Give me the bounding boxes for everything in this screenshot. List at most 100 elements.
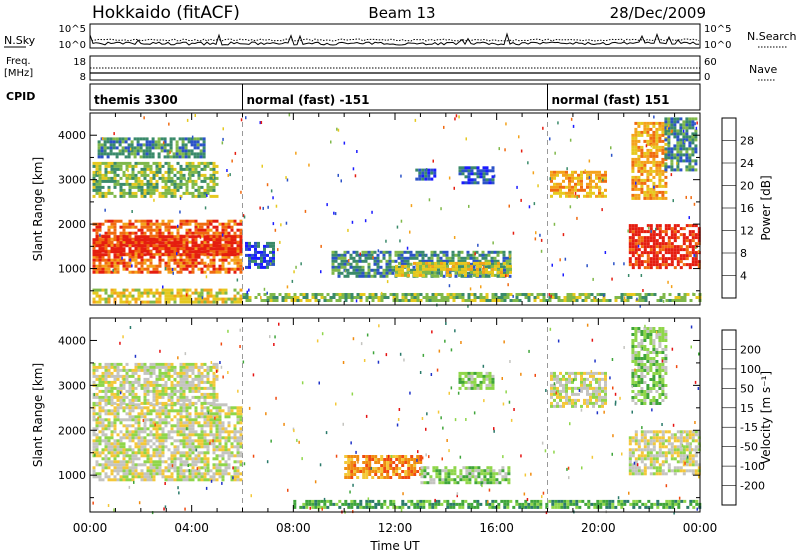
range-cell [631,230,635,234]
range-cell [667,263,671,267]
range-cell [491,293,495,296]
range-cell [224,240,228,244]
range-cell [499,262,503,266]
range-cell [578,296,582,299]
range-cell [146,252,150,256]
range-cell [104,365,108,369]
range-cell [416,273,419,277]
range-cell [694,144,698,148]
range-cell [215,469,219,473]
range-cell [200,252,204,256]
range-cell [631,160,635,164]
range-cell [188,219,192,223]
range-cell [221,475,225,479]
range-cell [125,406,129,410]
range-cell [98,250,102,254]
range-cell [104,389,108,393]
scatter-dot [623,262,625,266]
range-cell [598,188,601,192]
range-cell [487,259,491,263]
range-cell [683,293,687,296]
range-cell [149,241,153,245]
range-cell [376,268,380,272]
range-cell [634,178,638,182]
scatter-dot [272,222,275,226]
range-cell [161,241,165,245]
range-cell [200,415,204,419]
range-cell [101,173,105,177]
range-cell [104,191,108,195]
range-cell [380,296,384,299]
range-cell [157,155,161,159]
range-cell [494,296,498,299]
range-cell [98,463,102,467]
range-cell [397,265,401,269]
range-cell [685,165,689,169]
range-cell [673,239,677,243]
range-cell [131,176,135,180]
range-cell [119,383,123,387]
range-cell [637,193,641,197]
range-cell [688,120,692,124]
range-cell [218,267,222,271]
range-cell [110,472,114,476]
range-cell [269,241,272,245]
range-cell [98,255,102,259]
range-cell [425,296,429,299]
range-cell [113,365,117,369]
range-cell [131,433,135,437]
range-cell [667,132,671,136]
range-cell [502,250,506,254]
range-cell [107,225,111,229]
range-cell [655,257,659,261]
range-cell [149,288,153,292]
range-cell [209,261,213,265]
range-cell [143,365,147,369]
range-cell [137,250,141,254]
range-cell [206,249,210,253]
range-cell [152,294,156,298]
range-cell [203,161,207,165]
range-cell [128,300,132,304]
range-cell [422,273,425,277]
range-cell [347,293,351,296]
range-cell [143,448,147,452]
range-cell [637,124,641,128]
range-cell [272,262,275,266]
range-cell [170,409,174,413]
range-cell [664,227,668,231]
range-cell [676,248,680,252]
range-cell [377,296,381,299]
range-cell [95,258,99,262]
range-cell [224,255,228,259]
range-cell [191,194,195,198]
range-cell [134,235,138,239]
range-cell [164,418,168,422]
range-cell [122,238,126,242]
range-cell [95,475,99,479]
range-cell [659,299,663,302]
range-cell [131,395,135,399]
range-cell [119,398,123,402]
range-cell [202,137,206,141]
range-cell [194,463,198,467]
range-cell [248,262,251,266]
range-cell [149,170,153,174]
range-cell [236,442,240,446]
range-cell [163,146,167,150]
range-cell [215,415,219,419]
range-cell [461,261,464,265]
range-cell [116,219,120,223]
scatter-dot [693,202,696,206]
range-cell [440,299,444,302]
range-cell [100,152,104,156]
range-cell [602,296,606,299]
range-cell [272,293,276,296]
range-cell [472,265,476,269]
range-cell [146,418,150,422]
range-cell [173,235,177,239]
range-cell [445,259,449,263]
range-cell [667,248,671,252]
range-cell [98,194,102,198]
range-cell [104,244,108,248]
